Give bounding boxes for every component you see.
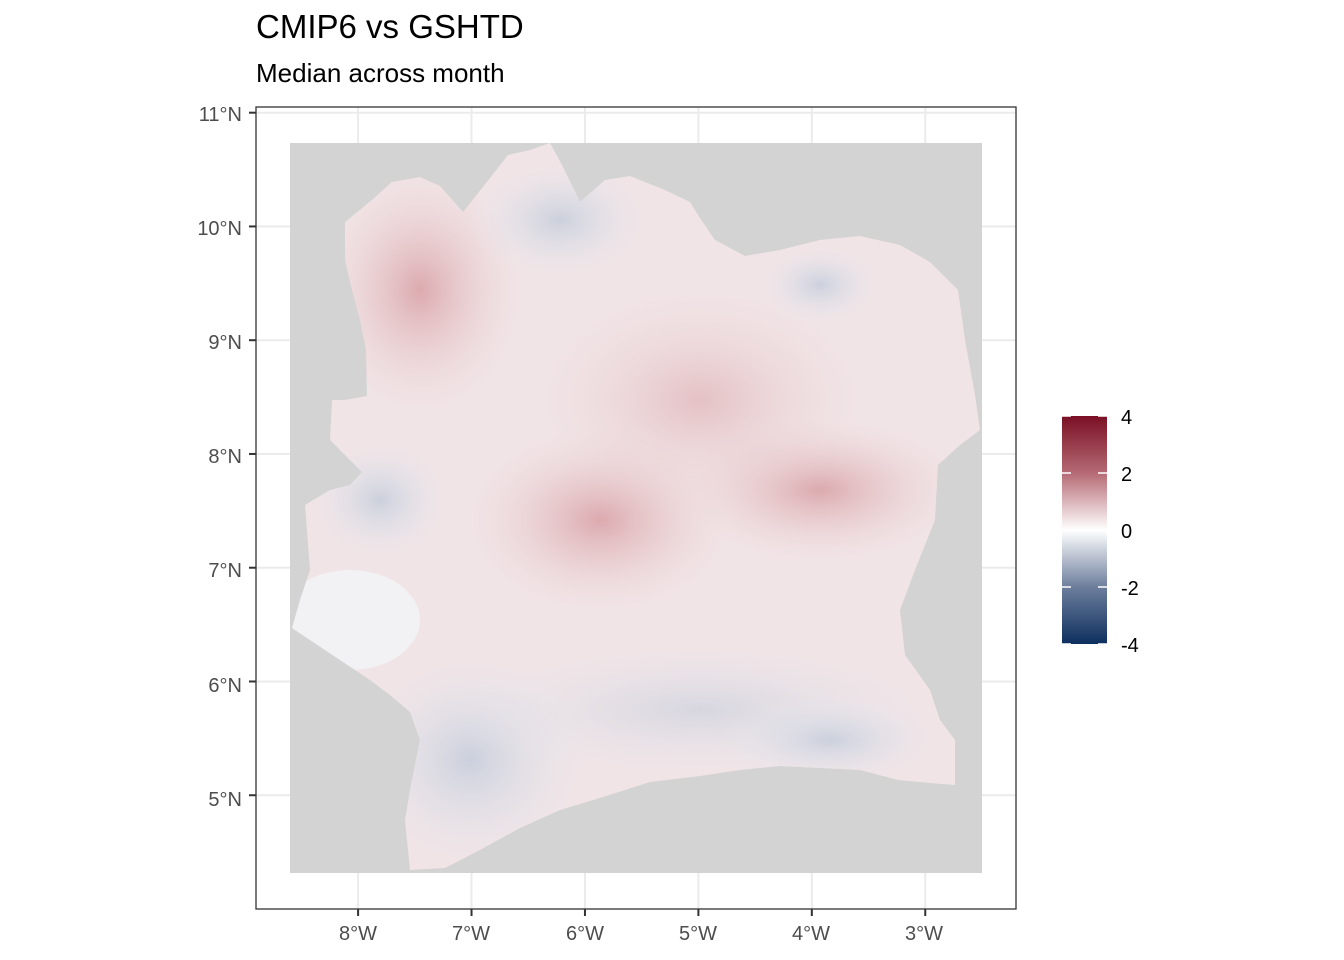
y-tick-label: 10°N (197, 218, 242, 240)
y-tick-label: 9°N (208, 332, 242, 354)
y-tick-label: 11°N (199, 104, 242, 126)
panel-border (255, 106, 1017, 910)
x-tick-label: 3°W (905, 923, 943, 945)
x-tick-label: 7°W (452, 923, 490, 945)
y-tick-label: 5°N (208, 789, 242, 811)
y-axis: 11°N 10°N 9°N 8°N 7°N 6°N 5°N (197, 104, 242, 811)
x-tick-label: 4°W (792, 923, 830, 945)
country-raster (292, 143, 980, 870)
legend: 4 2 0 -2 -4 (1062, 407, 1139, 657)
legend-ticks (1062, 415, 1107, 645)
y-tick-label: 6°N (208, 675, 242, 697)
x-tick-label: 5°W (679, 923, 717, 945)
legend-label: 4 (1121, 407, 1132, 429)
legend-label: 0 (1121, 521, 1132, 543)
x-tick-label: 8°W (339, 923, 377, 945)
y-tick-label: 7°N (208, 560, 242, 582)
axis-ticks (249, 111, 927, 916)
map-title: CMIP6 vs GSHTD (256, 8, 524, 45)
map-subtitle: Median across month (256, 58, 505, 88)
legend-label: -4 (1121, 635, 1139, 657)
legend-label: -2 (1121, 578, 1139, 600)
y-tick-label: 8°N (208, 446, 242, 468)
x-axis: 8°W 7°W 6°W 5°W 4°W 3°W (339, 923, 943, 945)
legend-label: 2 (1121, 464, 1132, 486)
x-tick-label: 6°W (566, 923, 604, 945)
